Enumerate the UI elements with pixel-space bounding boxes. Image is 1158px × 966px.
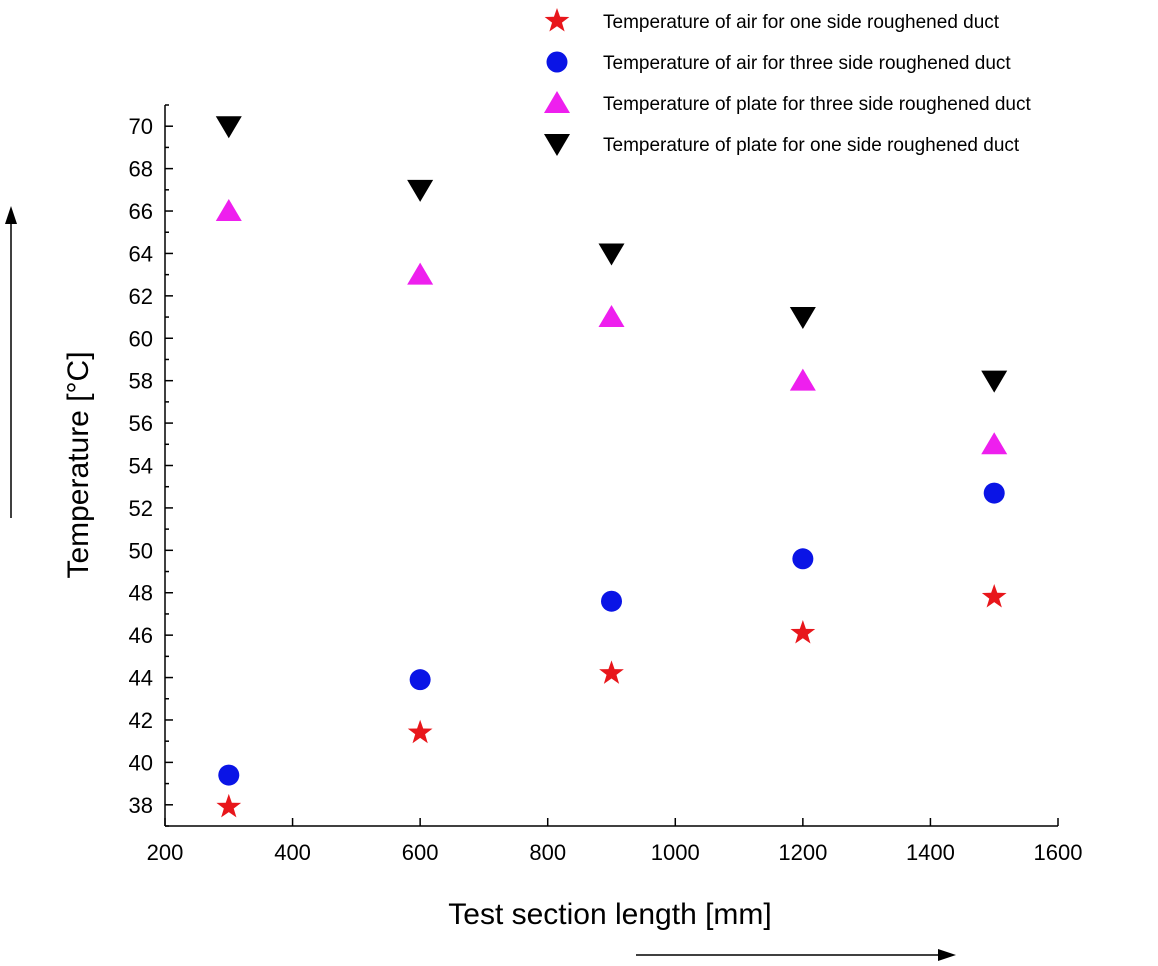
data-point xyxy=(215,199,242,222)
data-point xyxy=(792,548,814,570)
data-point xyxy=(981,583,1007,608)
data-point xyxy=(598,305,625,328)
legend-label: Temperature of plate for three side roug… xyxy=(603,94,1031,115)
data-point xyxy=(983,482,1005,504)
legend-item: Temperature of plate for three side roug… xyxy=(544,91,1031,115)
legend-label: Temperature of plate for one side roughe… xyxy=(603,135,1020,156)
plot-axes xyxy=(164,105,1058,827)
x-tick-label: 1000 xyxy=(651,840,700,865)
x-tick-label: 1400 xyxy=(906,840,955,865)
x-tick-label: 200 xyxy=(147,840,184,865)
data-point xyxy=(216,793,242,818)
y-tick-label: 54 xyxy=(129,454,153,479)
x-axis-title: Test section length [mm] xyxy=(448,898,771,931)
data-point xyxy=(981,432,1008,455)
y-tick-label: 50 xyxy=(129,538,153,563)
y-tick-label: 46 xyxy=(129,623,153,648)
y-tick-label: 66 xyxy=(129,199,153,224)
data-point xyxy=(789,307,816,330)
y-tick-label: 60 xyxy=(129,326,153,351)
data-point xyxy=(407,262,434,285)
y-tick-label: 70 xyxy=(129,114,153,139)
y-direction-arrow xyxy=(5,206,17,518)
y-tick-label: 58 xyxy=(129,369,153,394)
x-tick-label: 600 xyxy=(402,840,439,865)
y-tick-label: 68 xyxy=(129,157,153,182)
data-point xyxy=(407,179,434,202)
legend-marker xyxy=(544,8,570,32)
y-tick-label: 56 xyxy=(129,411,153,436)
legend-item: Temperature of plate for one side roughe… xyxy=(544,134,1020,156)
y-axis-ticks: 38 40 42 44 46 48 50 52 54 56 58 60 62 64 66 68 70 xyxy=(129,104,173,827)
data-point xyxy=(215,116,242,139)
y-tick-label: 62 xyxy=(129,284,153,309)
legend-label: Temperature of air for three side roughe… xyxy=(603,53,1011,74)
y-axis-title: Temperature [°C] xyxy=(62,351,95,578)
y-tick-label: 44 xyxy=(129,666,153,691)
legend-item: Temperature of air for one side roughene… xyxy=(544,8,1000,33)
y-tick-label: 48 xyxy=(129,581,153,606)
x-direction-arrow xyxy=(636,949,956,961)
legend-item: Temperature of air for three side roughe… xyxy=(546,51,1011,74)
legend-marker xyxy=(544,134,570,156)
chart-legend: Temperature of air for one side roughene… xyxy=(544,8,1031,156)
data-point xyxy=(598,243,625,266)
x-tick-label: 1600 xyxy=(1034,840,1083,865)
y-tick-label: 64 xyxy=(129,241,153,266)
data-point xyxy=(409,669,431,691)
data-point xyxy=(601,590,622,612)
x-tick-label: 1200 xyxy=(778,840,827,865)
x-tick-label: 800 xyxy=(529,840,566,865)
y-tick-label: 40 xyxy=(129,750,153,775)
x-axis-ticks: 200 400 600 800 1000 1200 1400 1600 xyxy=(147,818,1083,865)
y-tick-label: 42 xyxy=(129,708,153,733)
data-point xyxy=(407,719,433,744)
data-point xyxy=(218,764,240,786)
data-points xyxy=(215,116,1008,818)
data-point xyxy=(599,660,624,684)
data-point xyxy=(981,370,1008,393)
y-tick-label: 38 xyxy=(129,793,153,818)
legend-label: Temperature of air for one side roughene… xyxy=(603,12,1000,33)
data-point xyxy=(789,368,816,391)
legend-marker xyxy=(546,51,568,73)
x-tick-label: 400 xyxy=(274,840,311,865)
legend-marker xyxy=(544,91,570,113)
data-point xyxy=(790,620,816,644)
y-tick-label: 52 xyxy=(129,496,153,521)
